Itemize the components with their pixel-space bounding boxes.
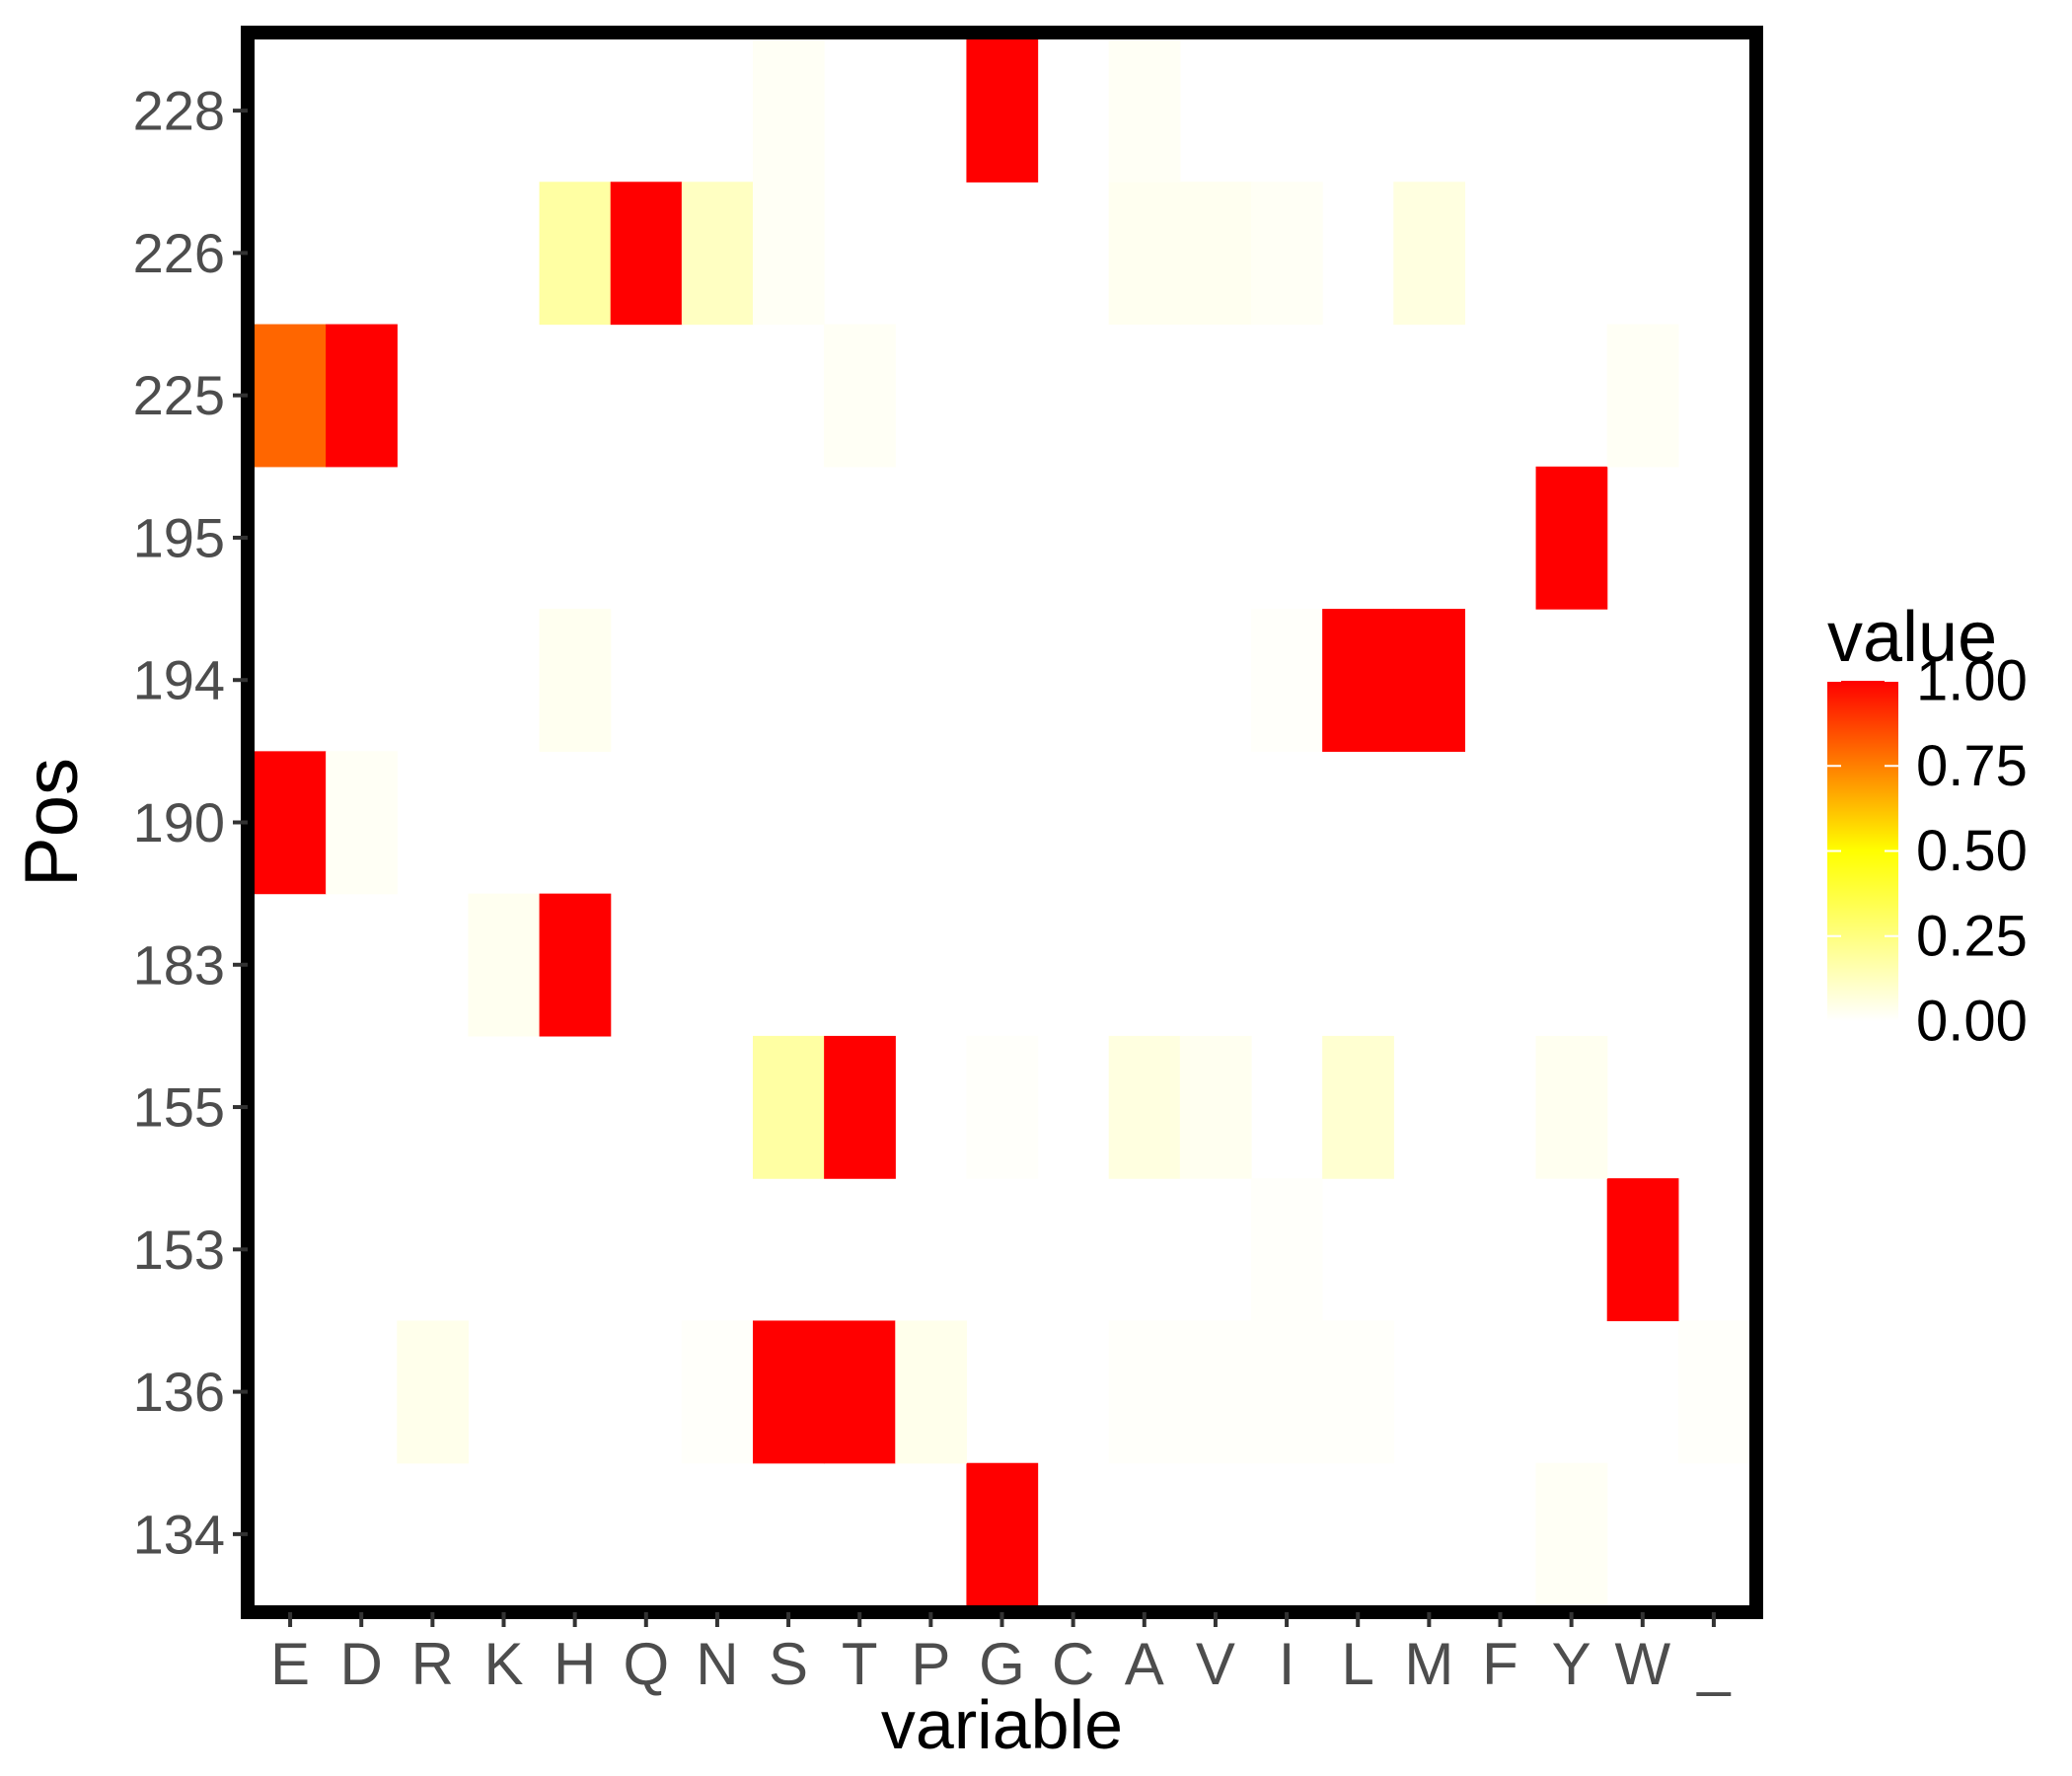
y-tick-label: 153 [133, 1219, 225, 1281]
heatmap-cell-136-S [753, 1320, 825, 1464]
y-tick-label: 134 [133, 1503, 225, 1565]
heatmap-cells [255, 39, 1750, 1606]
x-tick-label: M [1404, 1631, 1453, 1697]
heatmap-cell-190-E [255, 751, 327, 895]
x-tick-label: E [270, 1631, 310, 1697]
heatmap-cell-136-V [1179, 1320, 1252, 1464]
heatmap-cell-155-Y [1535, 1035, 1608, 1179]
heatmap-cell-225-T [824, 324, 896, 468]
heatmap-cell-136-T [824, 1320, 896, 1464]
heatmap-cell-194-M [1393, 609, 1466, 752]
y-axis: 134 136 153 155 183 190 194 195 225 226 228 [133, 80, 248, 1565]
y-tick-label: 195 [133, 506, 225, 568]
x-tick-label: S [769, 1631, 808, 1697]
x-tick-label: V [1196, 1631, 1235, 1697]
heatmap-cell-136-L [1322, 1320, 1394, 1464]
heatmap-cell-153-W [1606, 1178, 1679, 1322]
heatmap-cell-226-M [1393, 182, 1466, 326]
legend-tick-label: 0.00 [1916, 990, 2028, 1054]
x-tick-label: W [1614, 1631, 1670, 1697]
x-tick-label: H [554, 1631, 596, 1697]
legend-tick-label: 1.00 [1916, 649, 2028, 713]
heatmap-cell-228-S [753, 39, 825, 183]
heatmap-cell-136-P [895, 1320, 968, 1464]
heatmap-cell-226-V [1179, 182, 1252, 326]
heatmap-cell-228-A [1108, 39, 1181, 183]
y-tick-label: 155 [133, 1076, 225, 1139]
heatmap-cell-226-H [539, 182, 612, 326]
heatmap-cell-136-A [1108, 1320, 1181, 1464]
heatmap-cell-134-G [966, 1462, 1039, 1606]
legend-ticks: 1.00 0.75 0.50 0.25 0.00 [1827, 649, 2028, 1054]
y-tick-label: 136 [133, 1361, 225, 1423]
heatmap-cell-194-H [539, 609, 612, 752]
heatmap-cell-155-S [753, 1035, 825, 1179]
x-tick-label: L [1342, 1631, 1374, 1697]
y-tick-label: 194 [133, 649, 225, 711]
heatmap-cell-226-Q [610, 182, 683, 326]
y-tick-label: 190 [133, 791, 225, 853]
x-tick-label: R [411, 1631, 454, 1697]
x-tick-label: F [1482, 1631, 1518, 1697]
legend-tick-label: 0.50 [1916, 819, 2028, 883]
heatmap-cell-136-I [1251, 1320, 1323, 1464]
legend-tick-label: 0.75 [1916, 734, 2028, 798]
heatmap-cell-226-A [1108, 182, 1181, 326]
heatmap-cell-155-V [1179, 1035, 1252, 1179]
x-tick-label: Y [1552, 1631, 1591, 1697]
heatmap-cell-194-I [1251, 609, 1323, 752]
heatmap-cell-153-I [1251, 1178, 1323, 1322]
y-tick-label: 226 [133, 222, 225, 284]
heatmap-cell-194-L [1322, 609, 1394, 752]
x-tick-label: N [696, 1631, 738, 1697]
heatmap-cell-225-D [326, 324, 398, 468]
heatmap-cell-155-A [1108, 1035, 1181, 1179]
heatmap-cell-136-R [397, 1320, 470, 1464]
x-tick-label: D [340, 1631, 383, 1697]
legend-title: value [1827, 598, 1997, 677]
y-tick-label: 225 [133, 364, 225, 426]
heatmap-cell-155-L [1322, 1035, 1394, 1179]
heatmap-cell-228-G [966, 39, 1039, 183]
x-tick-label: T [842, 1631, 878, 1697]
x-axis-title: variable [881, 1686, 1123, 1763]
x-tick-label: Q [623, 1631, 669, 1697]
x-tick-label: _ [1696, 1631, 1732, 1697]
heatmap-cell-136-_ [1677, 1320, 1750, 1464]
heatmap-cell-226-I [1251, 182, 1323, 326]
heatmap-cell-226-S [753, 182, 825, 326]
heatmap-cell-183-H [539, 893, 612, 1037]
x-tick-label: G [979, 1631, 1025, 1697]
heatmap-cell-225-E [255, 324, 327, 468]
heatmap-cell-134-Y [1535, 1462, 1608, 1606]
y-tick-label: 228 [133, 80, 225, 142]
heatmap-cell-155-T [824, 1035, 896, 1179]
x-tick-label: P [911, 1631, 950, 1697]
y-axis-title: Pos [10, 758, 94, 887]
heatmap-cell-183-K [468, 893, 541, 1037]
x-tick-label: I [1279, 1631, 1295, 1697]
x-axis: E D R K H Q N S T P G C A V I L M F Y W _ [270, 1612, 1732, 1697]
legend-tick-label: 0.25 [1916, 904, 2028, 968]
heatmap-cell-225-W [1606, 324, 1679, 468]
y-tick-label: 183 [133, 933, 225, 996]
x-tick-label: A [1125, 1631, 1164, 1697]
color-legend: value 1.00 0.75 0.50 0.25 0.00 [1827, 598, 2028, 1054]
x-tick-label: C [1052, 1631, 1094, 1697]
heatmap-cell-195-Y [1535, 466, 1608, 610]
heatmap-cell-226-N [681, 182, 754, 326]
x-tick-label: K [483, 1631, 523, 1697]
heatmap-cell-155-G [966, 1035, 1039, 1179]
heatmap-cell-190-D [326, 751, 398, 895]
heatmap-cell-136-N [681, 1320, 754, 1464]
